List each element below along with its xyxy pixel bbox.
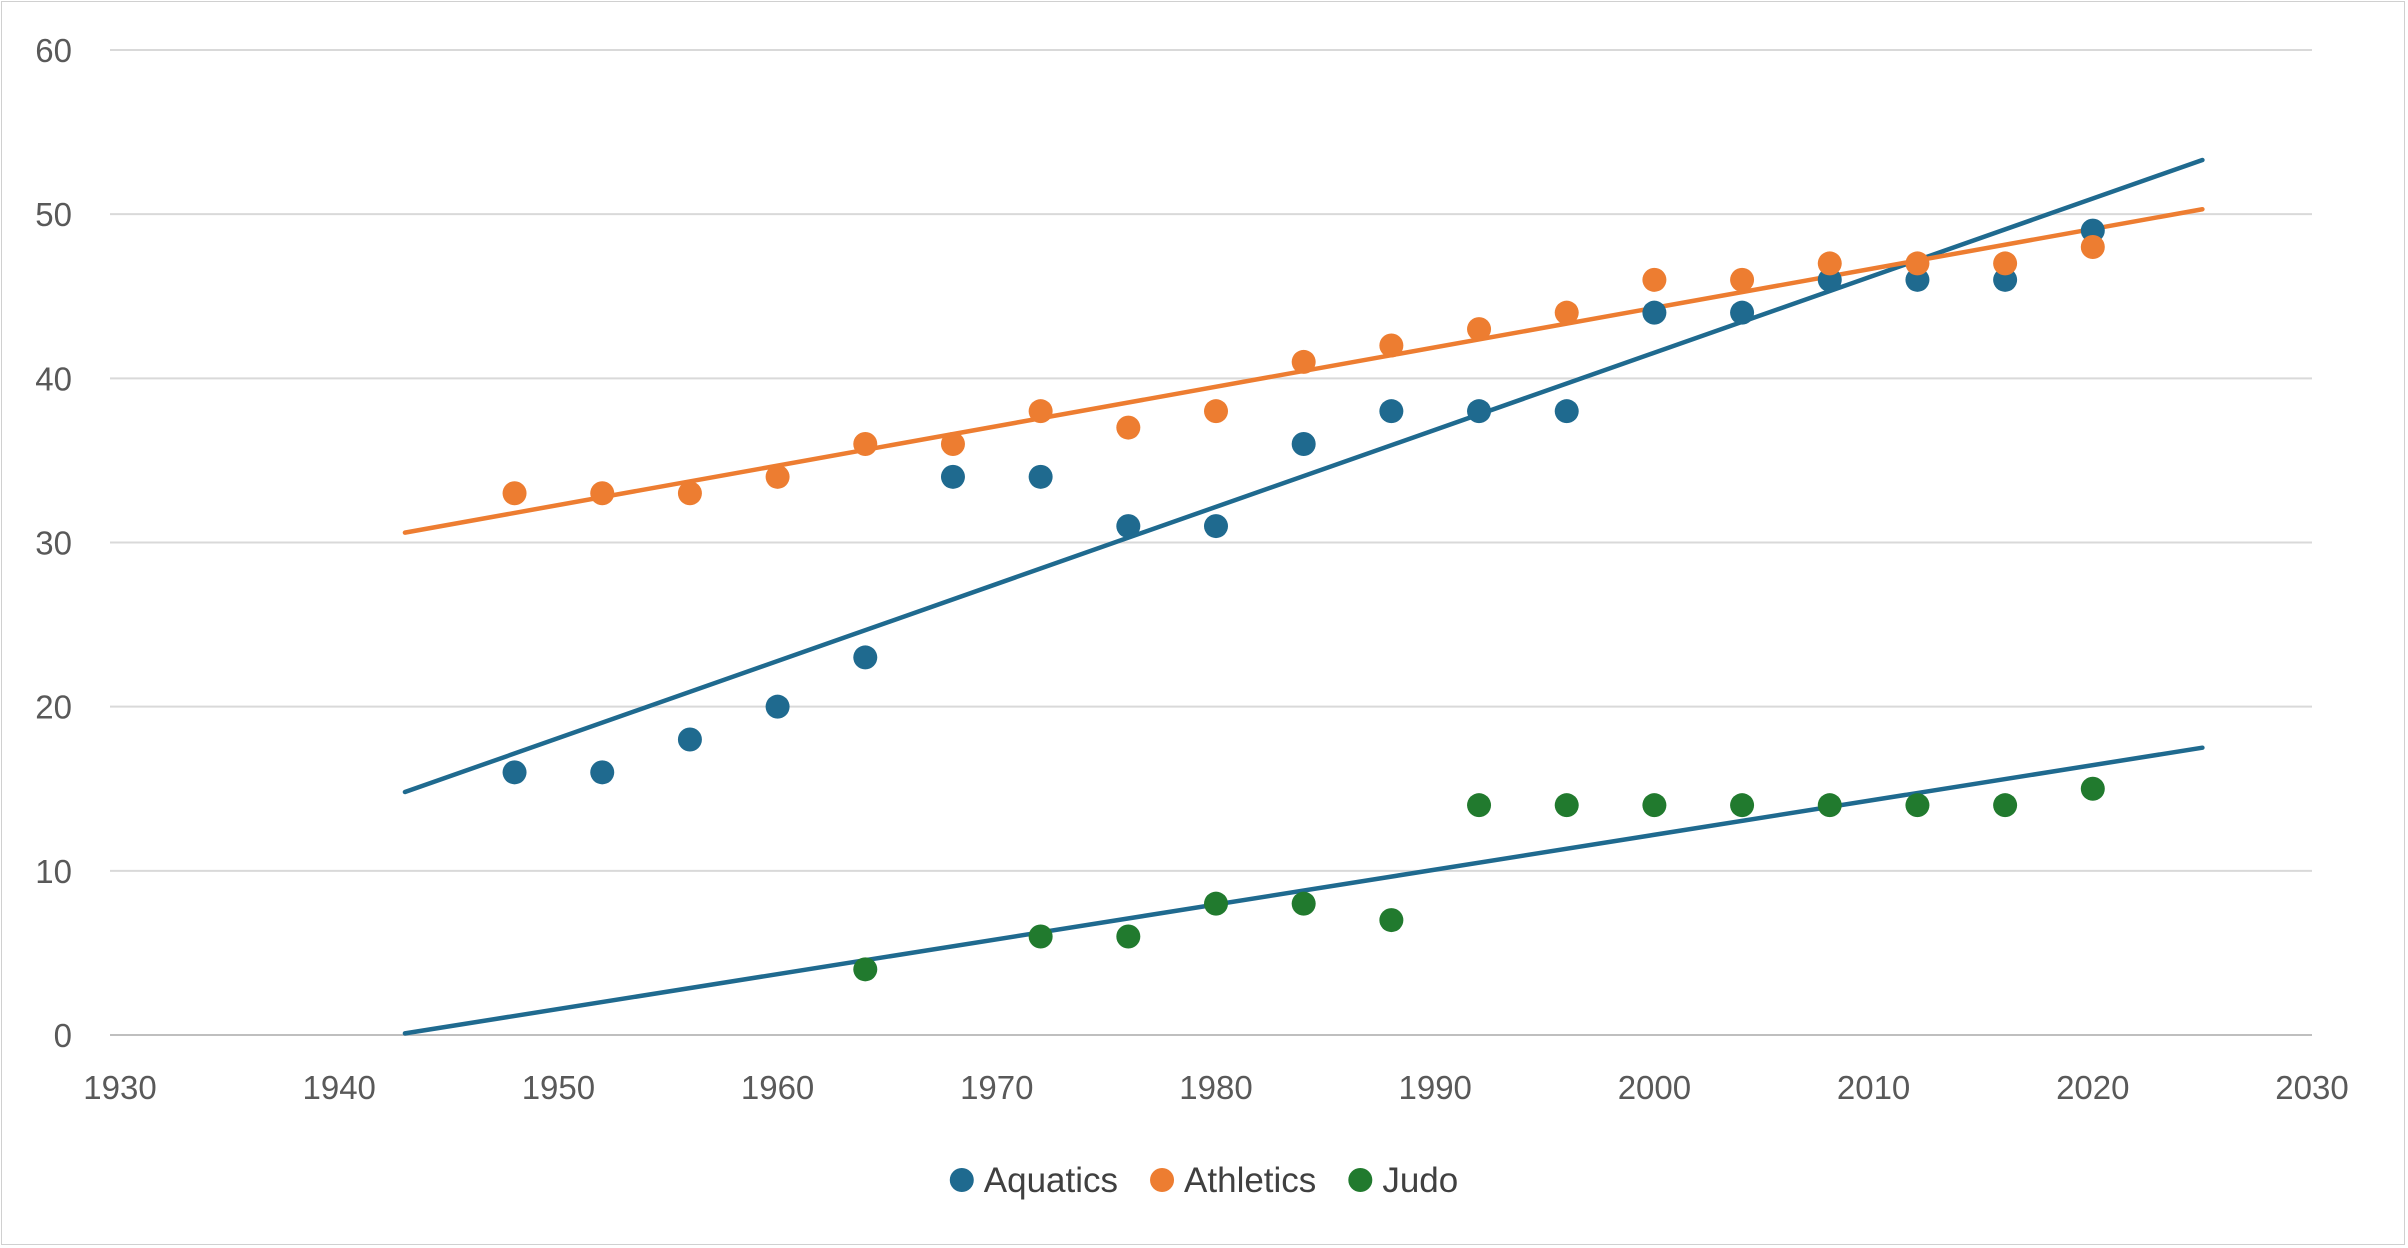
point-athletics-2012: [1905, 251, 1930, 276]
point-judo-2000: [1642, 793, 1667, 818]
point-judo-2012: [1905, 793, 1930, 818]
point-judo-2004: [1730, 793, 1755, 818]
legend-item-aquatics: Aquatics: [949, 1161, 1118, 1200]
point-athletics-1976: [1116, 415, 1141, 440]
point-aquatics-2020: [2080, 218, 2105, 243]
legend-item-judo: Judo: [1348, 1161, 1458, 1200]
x-tick-label: 1950: [522, 1069, 595, 1106]
point-aquatics-1948: [502, 760, 527, 785]
point-judo-1988: [1379, 908, 1404, 933]
point-aquatics-2016: [1993, 267, 2018, 292]
point-athletics-1984: [1291, 349, 1316, 374]
point-judo-1992: [1467, 793, 1492, 818]
legend-label: Judo: [1382, 1161, 1458, 1200]
point-athletics-1972: [1028, 399, 1053, 424]
legend-label: Athletics: [1184, 1161, 1316, 1200]
point-athletics-1968: [940, 432, 965, 456]
x-tick-label: 1930: [83, 1069, 156, 1106]
point-aquatics-1960: [765, 694, 790, 719]
point-athletics-2020: [2080, 235, 2105, 259]
point-aquatics-1984: [1291, 432, 1316, 456]
point-aquatics-1972: [1028, 464, 1053, 489]
legend-marker: [1150, 1168, 1175, 1192]
point-judo-1972: [1028, 924, 1053, 949]
y-tick-label: 20: [35, 689, 72, 726]
point-athletics-1964: [853, 432, 878, 456]
legend-item-athletics: Athletics: [1150, 1161, 1316, 1200]
legend-label: Aquatics: [984, 1161, 1118, 1200]
point-aquatics-1976: [1116, 514, 1141, 539]
point-judo-1976: [1116, 924, 1141, 949]
point-aquatics-1952: [590, 760, 615, 785]
point-aquatics-1964: [853, 645, 878, 670]
point-judo-2008: [1817, 793, 1842, 818]
point-athletics-1980: [1204, 399, 1228, 424]
point-athletics-2000: [1642, 267, 1667, 292]
y-tick-label: 30: [35, 525, 72, 562]
legend-marker: [949, 1168, 974, 1192]
x-axis-tick-labels: 1930 1940 1950 1960 1970 1980 1990 2000 2010 2020…: [83, 1069, 2348, 1106]
y-tick-label: 10: [35, 853, 72, 890]
point-judo-1996: [1554, 793, 1579, 818]
point-aquatics-1988: [1379, 399, 1404, 424]
point-judo-1980: [1204, 891, 1228, 916]
point-aquatics-2000: [1642, 300, 1667, 325]
point-athletics-1992: [1467, 317, 1492, 342]
y-tick-label: 50: [35, 196, 72, 233]
point-aquatics-2008: [1817, 267, 1842, 292]
x-tick-label: 1970: [960, 1069, 1033, 1106]
point-aquatics-1980: [1204, 514, 1228, 539]
point-aquatics-1968: [940, 464, 965, 489]
point-athletics-1948: [502, 481, 527, 506]
legend: Aquatics Athletics Judo: [949, 1161, 1458, 1200]
gridlines: [110, 49, 2312, 1036]
trendline-judo: [402, 745, 2205, 1036]
legend-marker: [1348, 1168, 1373, 1192]
point-judo-2016: [1993, 793, 2018, 818]
point-athletics-2004: [1730, 267, 1755, 292]
y-tick-label: 60: [35, 32, 72, 69]
point-athletics-1960: [765, 464, 790, 489]
x-tick-label: 2030: [2275, 1069, 2348, 1106]
point-aquatics-1996: [1554, 399, 1579, 424]
point-athletics-2016: [1993, 251, 2018, 276]
point-aquatics-2012: [1905, 267, 1930, 292]
x-tick-label: 2000: [1618, 1069, 1691, 1106]
x-tick-label: 2010: [1837, 1069, 1910, 1106]
x-tick-label: 1980: [1179, 1069, 1252, 1106]
x-tick-label: 2020: [2056, 1069, 2129, 1106]
point-athletics-1952: [590, 481, 615, 506]
point-aquatics-1992: [1467, 399, 1492, 424]
point-judo-1984: [1291, 891, 1316, 916]
x-tick-label: 1940: [302, 1069, 375, 1106]
y-axis-tick-labels: 0 10 20 30 40 50 60: [35, 32, 72, 1054]
y-tick-label: 40: [35, 360, 72, 397]
point-aquatics-2004: [1730, 300, 1755, 325]
point-athletics-2008: [1817, 251, 1842, 276]
point-athletics-1996: [1554, 300, 1579, 325]
point-judo-2020: [2080, 776, 2105, 801]
point-athletics-1956: [677, 481, 702, 506]
y-tick-label: 0: [54, 1017, 72, 1054]
point-athletics-1988: [1379, 333, 1404, 358]
trendline-aquatics: [402, 157, 2205, 795]
point-aquatics-1956: [677, 727, 702, 752]
data-points: [502, 218, 2105, 982]
point-judo-1964: [853, 957, 878, 982]
x-tick-label: 1990: [1398, 1069, 1471, 1106]
x-tick-label: 1960: [741, 1069, 814, 1106]
